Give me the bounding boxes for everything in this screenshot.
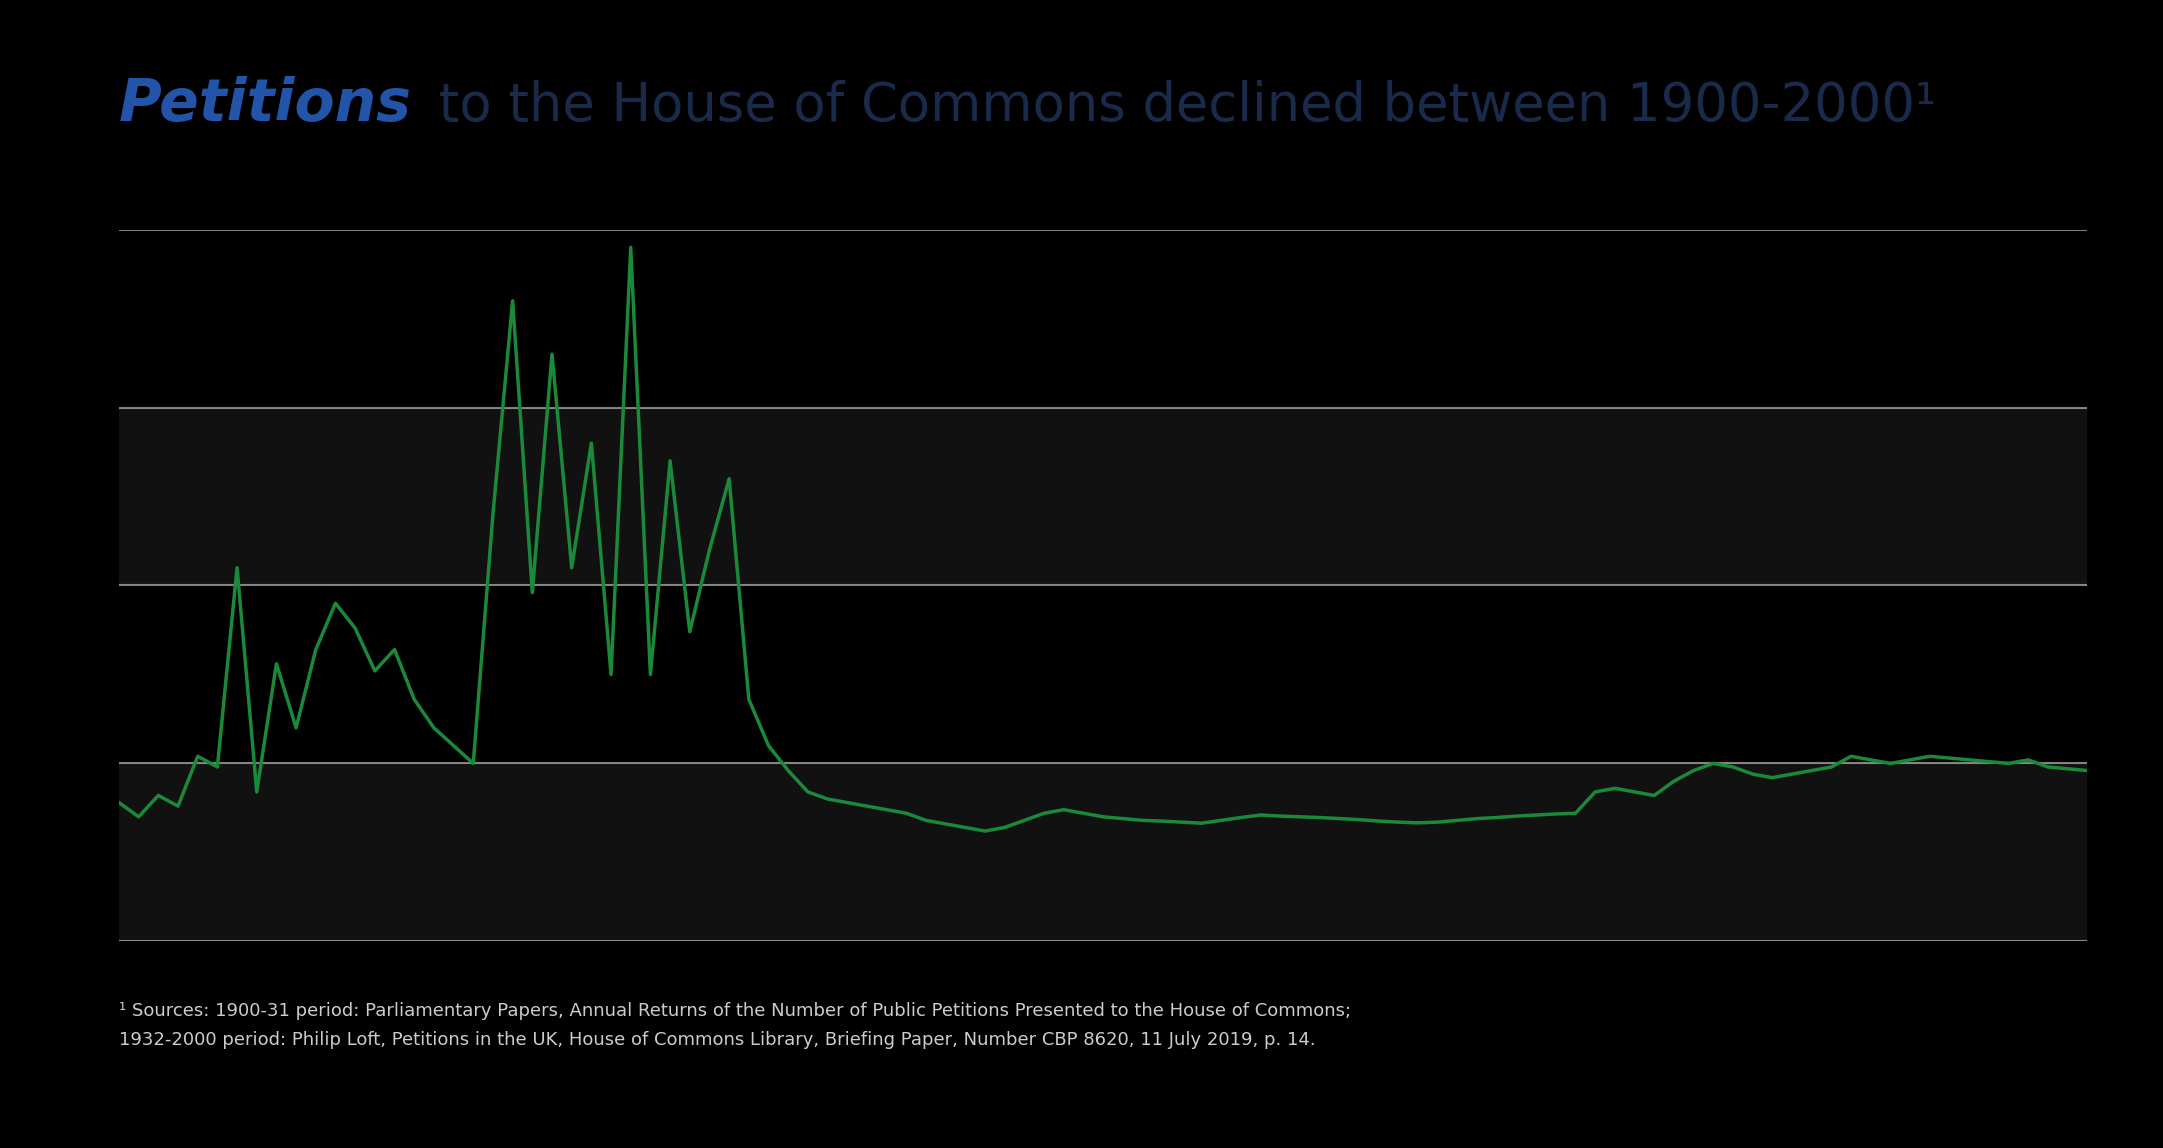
Text: ¹ Sources: 1900-31 period: Parliamentary Papers, Annual Returns of the Number of: ¹ Sources: 1900-31 period: Parliamentary… [119, 1002, 1352, 1019]
Text: 1932-2000 period: Philip Loft, Petitions in the UK, House of Commons Library, Br: 1932-2000 period: Philip Loft, Petitions… [119, 1031, 1315, 1048]
Bar [119, 408, 2087, 585]
Text: Petitions: Petitions [119, 76, 411, 132]
Bar [119, 763, 2087, 941]
Text: to the House of Commons declined between 1900-2000¹: to the House of Commons declined between… [422, 79, 1936, 132]
